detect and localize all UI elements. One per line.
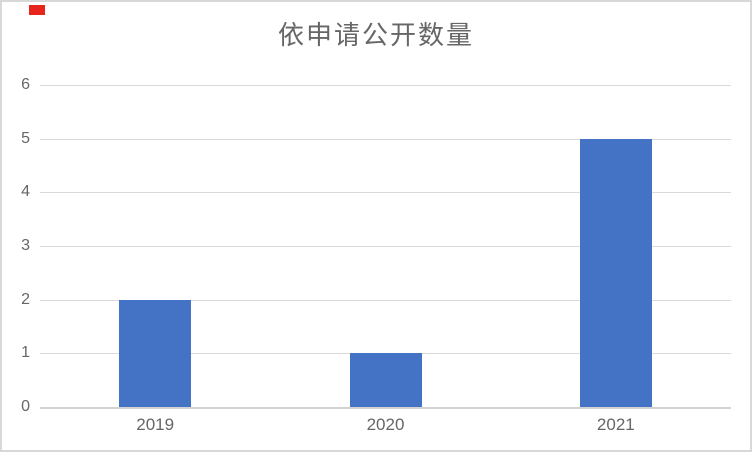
y-tick-label: 5 [21,129,30,147]
red-marker [29,5,45,15]
x-tick-label: 2020 [366,415,405,434]
x-tick-label: 2021 [596,415,635,434]
y-tick-label: 0 [21,398,30,415]
plot-area [40,85,731,409]
y-tick-label: 6 [21,76,30,93]
x-tick-label: 2019 [136,415,175,434]
bar-2020 [349,353,422,407]
y-tick-label: 4 [21,183,30,201]
y-tick-label: 1 [21,344,30,362]
gridline [40,299,731,301]
gridline [40,192,731,194]
y-tick-label: 3 [21,237,30,254]
chart-title: 依申请公开数量 [277,20,474,50]
bar-2019 [119,299,192,407]
y-tick-label: 2 [21,290,30,308]
gridline [40,246,731,247]
gridline [40,138,731,140]
bar-2021 [579,138,652,407]
gridline [40,85,731,86]
